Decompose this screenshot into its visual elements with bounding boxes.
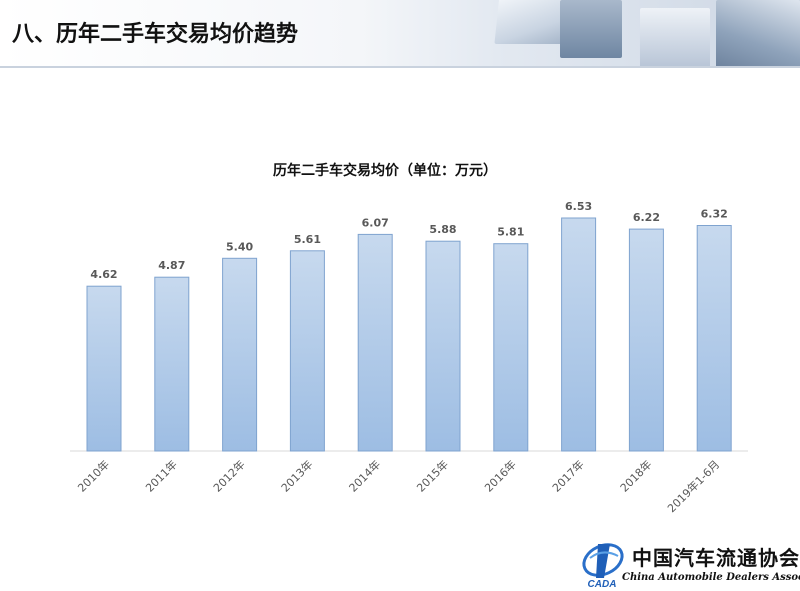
bar-value-label: 4.62 (90, 268, 117, 281)
logo-name-en: China Automobile Dealers Association (622, 572, 800, 583)
bar (561, 217, 597, 452)
association-logo: CADA 中国汽车流通协会 China Automobile Dealers A… (572, 538, 800, 591)
bar-series (86, 217, 732, 452)
bar (289, 250, 325, 452)
bar-value-label: 5.81 (497, 226, 524, 239)
x-tick-label: 2016年 (481, 457, 518, 494)
bar (86, 285, 122, 452)
bar (357, 233, 393, 452)
bar-value-label: 6.07 (362, 216, 389, 229)
bar-value-label: 5.40 (226, 240, 253, 253)
bar (222, 257, 258, 452)
bar-value-label: 4.87 (158, 259, 185, 272)
x-tick-label: 2013年 (278, 457, 315, 494)
chart-title: 历年二手车交易均价（单位：万元） (273, 162, 497, 179)
logo-name-cn: 中国汽车流通协会 (632, 546, 800, 570)
page-title: 八、历年二手车交易均价趋势 (12, 22, 299, 47)
x-tick-label: 2017年 (549, 457, 586, 494)
bar-value-label: 6.53 (565, 200, 592, 213)
x-tick-label: 2019年1-6月 (664, 457, 722, 515)
bar (493, 243, 529, 452)
header-divider (0, 66, 800, 68)
x-tick-label: 2010年 (75, 457, 112, 494)
bar-value-label: 6.32 (701, 208, 728, 221)
bar (628, 228, 664, 452)
x-tick-label: 2014年 (346, 457, 383, 494)
bar (696, 225, 732, 452)
x-tick-label: 2018年 (617, 457, 654, 494)
decorative-cube (560, 0, 622, 58)
bar (154, 276, 190, 452)
bar-value-label: 5.88 (429, 223, 456, 236)
decorative-cube (716, 0, 800, 68)
header-banner: 八、历年二手车交易均价趋势 (0, 0, 800, 68)
x-tick-label: 2015年 (414, 457, 451, 494)
logo-mark-text: CADA (588, 579, 617, 588)
value-labels: 4.62 4.87 5.40 5.61 6.07 5.88 5.81 6.53 6.22 6.32 (90, 200, 727, 281)
decorative-cube (640, 8, 710, 68)
bar-value-label: 5.61 (294, 233, 321, 246)
bar-value-label: 6.22 (633, 211, 660, 224)
cada-logo-icon: CADA (582, 543, 624, 588)
x-tick-label: 2011年 (142, 457, 179, 494)
bar (425, 240, 461, 452)
x-tick-labels: 2010年 2011年 2012年 2013年 2014年 2015年 2016年 2017年… (75, 457, 723, 515)
x-tick-label: 2012年 (210, 457, 247, 494)
